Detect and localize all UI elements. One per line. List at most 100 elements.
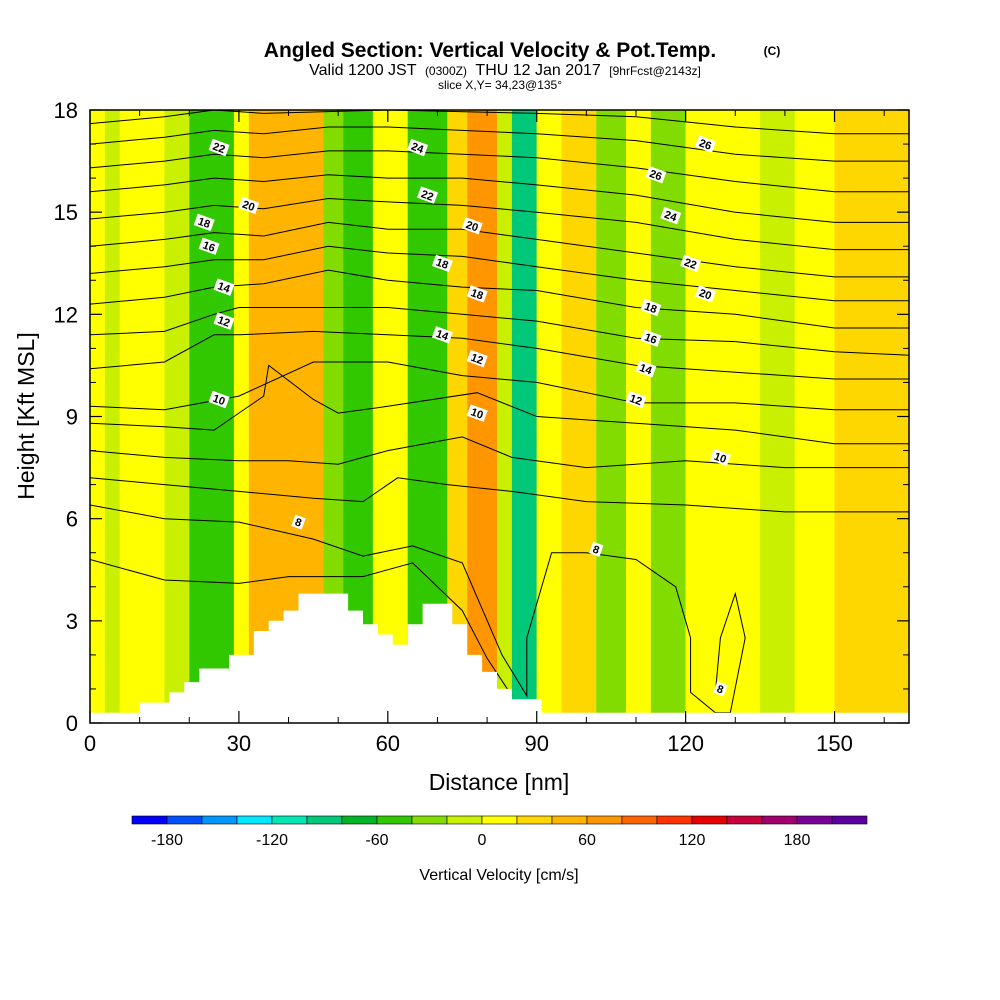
contour-label: 8 bbox=[713, 681, 728, 697]
y-tick-label: 12 bbox=[54, 302, 78, 327]
colorbar-swatch bbox=[516, 815, 553, 825]
colorbar-swatch bbox=[306, 815, 343, 825]
velocity-column bbox=[760, 110, 795, 723]
contour-label: 26 bbox=[645, 165, 667, 184]
svg-text:16: 16 bbox=[201, 239, 217, 254]
svg-text:16: 16 bbox=[643, 331, 659, 346]
contour-label: 12 bbox=[625, 390, 647, 409]
colorbar-swatch bbox=[411, 815, 448, 825]
x-tick-label: 120 bbox=[667, 731, 704, 756]
contour-label: 10 bbox=[466, 404, 488, 422]
x-tick-label: 150 bbox=[816, 731, 853, 756]
svg-text:20: 20 bbox=[241, 199, 257, 214]
velocity-column bbox=[497, 110, 512, 723]
theta-contour-line bbox=[90, 245, 909, 302]
svg-text:12: 12 bbox=[628, 393, 644, 408]
y-tick-label: 15 bbox=[54, 200, 78, 225]
velocity-column bbox=[372, 110, 408, 723]
svg-text:22: 22 bbox=[211, 141, 227, 156]
svg-text:14: 14 bbox=[638, 362, 654, 378]
contour-labels: 22 20 18 16 14 12 10 8 24 22 20 18 18 14 12 10 8 26 26 24 22… bbox=[193, 135, 731, 697]
contour-label: 26 bbox=[694, 135, 717, 153]
theta-contour-line bbox=[90, 221, 909, 278]
velocity-column bbox=[626, 110, 651, 723]
colorbar-swatch bbox=[236, 815, 273, 825]
theta-contour-line bbox=[90, 197, 909, 251]
theta-contour-line bbox=[90, 174, 909, 223]
colorbar-swatch bbox=[376, 815, 413, 825]
contour-label: 14 bbox=[213, 278, 235, 296]
svg-text:12: 12 bbox=[216, 314, 232, 329]
chart-title-suffix: (C) bbox=[764, 44, 781, 58]
svg-text:26: 26 bbox=[648, 168, 664, 183]
contour-label: 24 bbox=[407, 138, 429, 156]
colorbar-swatch bbox=[446, 815, 483, 825]
contour-label: 22 bbox=[680, 254, 702, 273]
subtitle-date: THU 12 Jan 2017 bbox=[475, 62, 601, 79]
velocity-column bbox=[164, 110, 190, 723]
subtitle-utc: (0300Z) bbox=[425, 64, 467, 78]
svg-text:14: 14 bbox=[216, 280, 232, 296]
theta-contour-line bbox=[90, 504, 746, 714]
colorbar-swatch bbox=[831, 815, 868, 825]
svg-text:8: 8 bbox=[715, 683, 725, 696]
y-tick-label: 18 bbox=[54, 98, 78, 123]
colorbar-tick-label: -120 bbox=[256, 832, 288, 849]
y-axis: 0 3 6 9 12 15 18 bbox=[54, 98, 909, 736]
y-tick-label: 0 bbox=[66, 711, 78, 736]
colorbar-swatch bbox=[621, 815, 658, 825]
colorbar-swatch bbox=[341, 815, 378, 825]
velocity-column bbox=[233, 110, 249, 723]
contour-label: 20 bbox=[238, 196, 260, 215]
terrain bbox=[90, 593, 909, 723]
velocity-column bbox=[323, 110, 344, 723]
contour-label: 18 bbox=[466, 285, 488, 303]
contour-label: 18 bbox=[431, 254, 453, 273]
y-tick-label: 9 bbox=[66, 405, 78, 430]
slice-info: slice X,Y= 34,23@135° bbox=[438, 78, 562, 92]
chart-title: Angled Section: Vertical Velocity & Pot.… bbox=[264, 39, 716, 62]
colorbar-swatch bbox=[166, 815, 203, 825]
velocity-column bbox=[447, 110, 468, 723]
colorbar-tick-label: -180 bbox=[151, 832, 183, 849]
y-tick-label: 6 bbox=[66, 507, 78, 532]
svg-text:12: 12 bbox=[469, 352, 485, 367]
velocity-column bbox=[685, 110, 761, 723]
colorbar: -180 -120 -60 0 60 120 180 bbox=[131, 815, 868, 849]
colorbar-swatch bbox=[726, 815, 763, 825]
theta-contour-line bbox=[90, 126, 909, 162]
subtitle-valid: Valid 1200 JST bbox=[309, 62, 417, 79]
svg-text:10: 10 bbox=[211, 393, 227, 408]
theta-contour-line bbox=[90, 559, 513, 697]
svg-text:20: 20 bbox=[697, 287, 713, 302]
colorbar-tick-label: 0 bbox=[478, 832, 487, 849]
velocity-column bbox=[596, 110, 627, 723]
colorbar-swatch bbox=[481, 815, 518, 825]
theta-contour-line bbox=[90, 307, 909, 356]
contour-label: 24 bbox=[660, 206, 682, 225]
contour-label: 18 bbox=[640, 298, 662, 317]
x-tick-label: 0 bbox=[84, 731, 96, 756]
y-tick-label: 3 bbox=[66, 609, 78, 634]
contour-label: 12 bbox=[213, 312, 235, 330]
svg-text:26: 26 bbox=[697, 137, 713, 152]
colorbar-title: Vertical Velocity [cm/s] bbox=[419, 867, 578, 884]
colorbar-swatch bbox=[796, 815, 833, 825]
x-axis: 0 30 60 90 120 150 bbox=[84, 110, 885, 756]
colorbar-swatch bbox=[131, 815, 168, 825]
colorbar-swatch bbox=[586, 815, 623, 825]
x-tick-label: 30 bbox=[227, 731, 251, 756]
colorbar-swatch bbox=[551, 815, 588, 825]
contour-label: 8 bbox=[291, 514, 306, 530]
contour-label: 10 bbox=[208, 390, 230, 409]
colorbar-tick-label: -60 bbox=[365, 832, 388, 849]
svg-text:8: 8 bbox=[591, 544, 601, 557]
contour-label: 22 bbox=[416, 186, 439, 204]
svg-text:8: 8 bbox=[293, 516, 303, 529]
velocity-column bbox=[650, 110, 686, 723]
svg-text:18: 18 bbox=[469, 287, 485, 302]
theta-contour-line bbox=[90, 436, 909, 469]
theta-contour-line bbox=[90, 364, 909, 445]
colorbar-swatch bbox=[691, 815, 728, 825]
